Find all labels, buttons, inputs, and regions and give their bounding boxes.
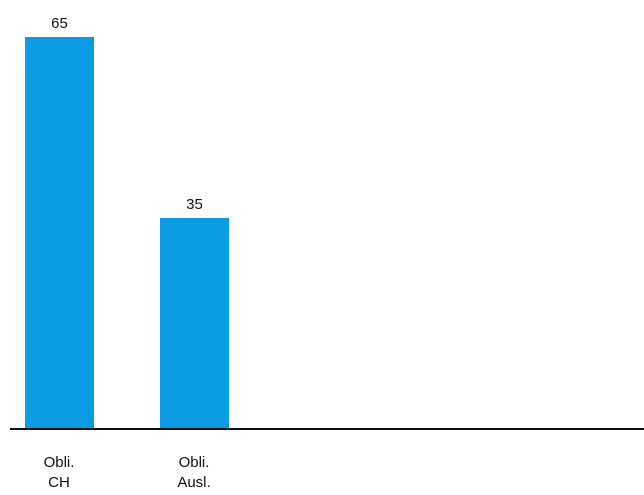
data-label-0: 65: [51, 15, 68, 32]
bar-0: [25, 37, 94, 429]
category-label-obli-ausl: Obli. Ausl.: [177, 454, 211, 491]
data-label-1: 35: [186, 196, 203, 213]
bar-1: [160, 217, 229, 429]
category-label-obli-ch: Obli. CH: [43, 454, 75, 491]
